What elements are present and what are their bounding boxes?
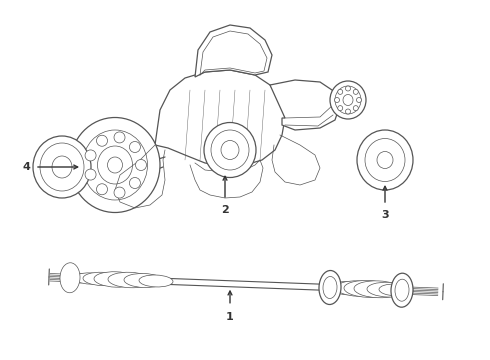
Circle shape: [338, 89, 343, 94]
Circle shape: [85, 169, 96, 180]
Circle shape: [353, 105, 358, 111]
Ellipse shape: [343, 95, 353, 105]
Ellipse shape: [74, 273, 106, 284]
Ellipse shape: [377, 152, 393, 168]
Ellipse shape: [322, 282, 354, 293]
Ellipse shape: [52, 156, 72, 178]
Polygon shape: [270, 80, 340, 130]
Ellipse shape: [330, 81, 366, 119]
Text: 2: 2: [221, 205, 229, 215]
Ellipse shape: [395, 279, 409, 301]
Ellipse shape: [221, 140, 239, 159]
Text: 1: 1: [226, 312, 234, 322]
Ellipse shape: [204, 122, 256, 177]
Ellipse shape: [82, 130, 147, 200]
Ellipse shape: [211, 130, 249, 170]
Ellipse shape: [357, 130, 413, 190]
Ellipse shape: [367, 282, 409, 297]
Circle shape: [129, 177, 141, 189]
Ellipse shape: [33, 136, 91, 198]
Circle shape: [357, 98, 362, 103]
Circle shape: [97, 135, 107, 146]
Circle shape: [114, 187, 125, 198]
Ellipse shape: [379, 284, 413, 296]
Ellipse shape: [64, 273, 92, 283]
Ellipse shape: [40, 143, 84, 191]
Circle shape: [353, 89, 358, 94]
Ellipse shape: [329, 282, 367, 295]
Ellipse shape: [344, 280, 392, 297]
Ellipse shape: [365, 139, 405, 181]
Circle shape: [338, 105, 343, 111]
Circle shape: [345, 86, 350, 91]
Ellipse shape: [94, 272, 138, 287]
Text: 3: 3: [381, 210, 389, 220]
Ellipse shape: [336, 281, 380, 296]
Polygon shape: [155, 70, 285, 166]
Ellipse shape: [98, 146, 132, 184]
Ellipse shape: [319, 270, 341, 305]
Ellipse shape: [335, 86, 361, 114]
Circle shape: [114, 132, 125, 143]
Ellipse shape: [124, 274, 164, 288]
Circle shape: [335, 98, 340, 103]
Circle shape: [345, 109, 350, 114]
Circle shape: [85, 150, 96, 161]
Circle shape: [97, 184, 107, 195]
Circle shape: [136, 159, 147, 171]
Ellipse shape: [354, 281, 402, 298]
Ellipse shape: [83, 272, 121, 285]
Ellipse shape: [60, 263, 80, 293]
Ellipse shape: [391, 273, 413, 307]
Polygon shape: [195, 25, 272, 77]
Ellipse shape: [108, 272, 152, 288]
Ellipse shape: [70, 117, 160, 212]
Ellipse shape: [107, 157, 122, 173]
Circle shape: [129, 141, 141, 153]
Text: 4: 4: [22, 162, 30, 172]
Ellipse shape: [139, 275, 173, 287]
Ellipse shape: [323, 276, 337, 298]
